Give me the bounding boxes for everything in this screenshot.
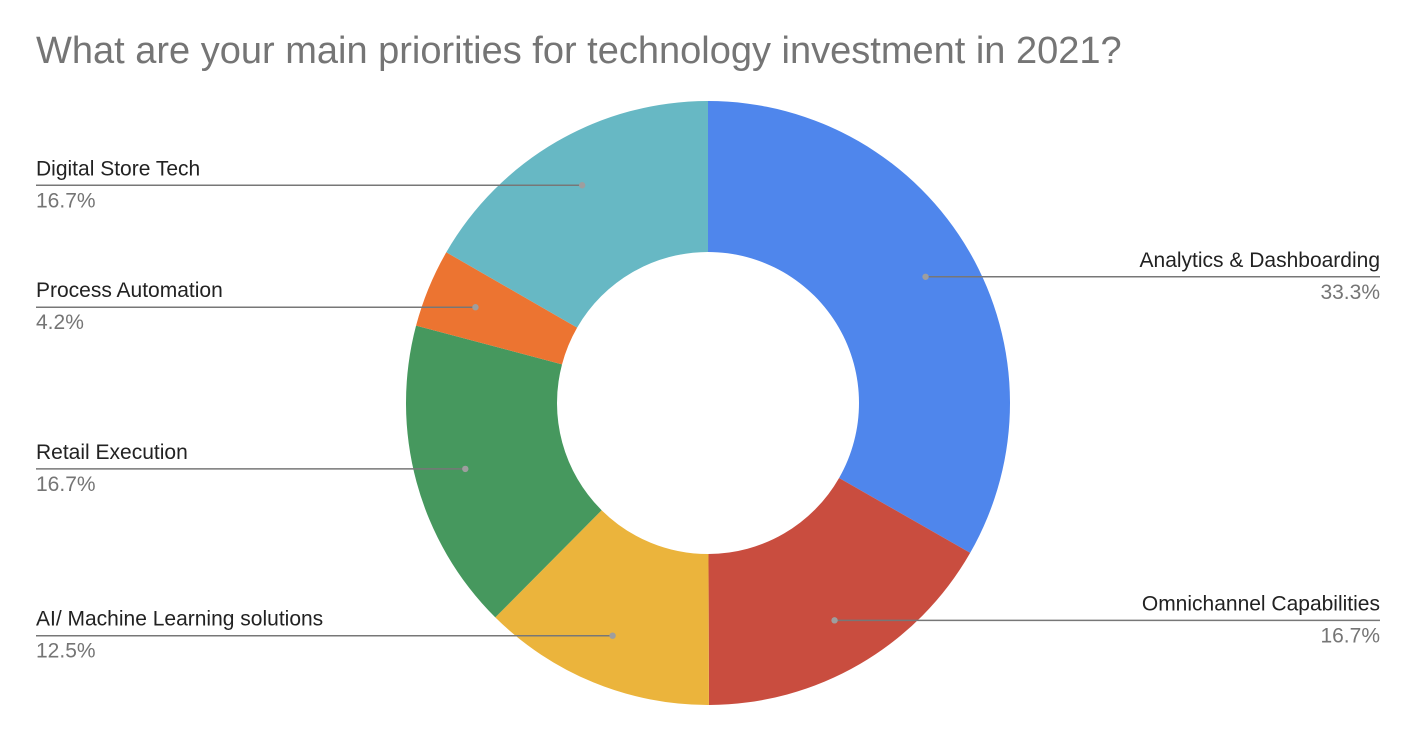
leader-dot-process-automation: [472, 304, 479, 311]
slice-ai-machine-learning-solutions: [495, 510, 709, 705]
leader-dot-ai-machine-learning-solutions: [609, 632, 616, 639]
slice-retail-execution: [405, 325, 602, 618]
slice-label-process-automation: Process Automation: [36, 279, 223, 302]
slice-value-digital-store-tech: 16.7%: [36, 189, 96, 212]
slice-label-digital-store-tech: Digital Store Tech: [36, 157, 200, 180]
leader-dot-omnichannel-capabilities: [831, 617, 838, 624]
slice-label-analytics-dashboarding: Analytics & Dashboarding: [1140, 249, 1380, 272]
leader-dot-retail-execution: [462, 465, 469, 473]
chart-title: What are your main priorities for techno…: [36, 30, 1122, 72]
slice-omnichannel-capabilities: [708, 477, 971, 705]
leader-dot-analytics-dashboarding: [922, 273, 929, 280]
slice-value-omnichannel-capabilities: 16.7%: [1320, 624, 1380, 647]
slice-label-retail-execution: Retail Execution: [36, 441, 188, 464]
slice-label-ai-machine-learning-solutions: AI/ Machine Learning solutions: [36, 608, 323, 631]
slices-group: [405, 101, 1010, 705]
slice-analytics-dashboarding: [708, 101, 1010, 553]
slice-digital-store-tech: [446, 101, 708, 328]
labels-group: Analytics & Dashboarding 33.3% Omnichannel…: [36, 157, 1380, 663]
slice-value-analytics-dashboarding: 33.3%: [1320, 281, 1380, 304]
slice-label-omnichannel-capabilities: Omnichannel Capabilities: [1142, 592, 1380, 615]
leader-dot-digital-store-tech: [578, 182, 586, 189]
slice-process-automation: [416, 252, 578, 365]
slice-value-process-automation: 4.2%: [36, 311, 84, 334]
slice-value-retail-execution: 16.7%: [36, 473, 96, 496]
slice-value-ai-machine-learning-solutions: 12.5%: [36, 640, 96, 663]
